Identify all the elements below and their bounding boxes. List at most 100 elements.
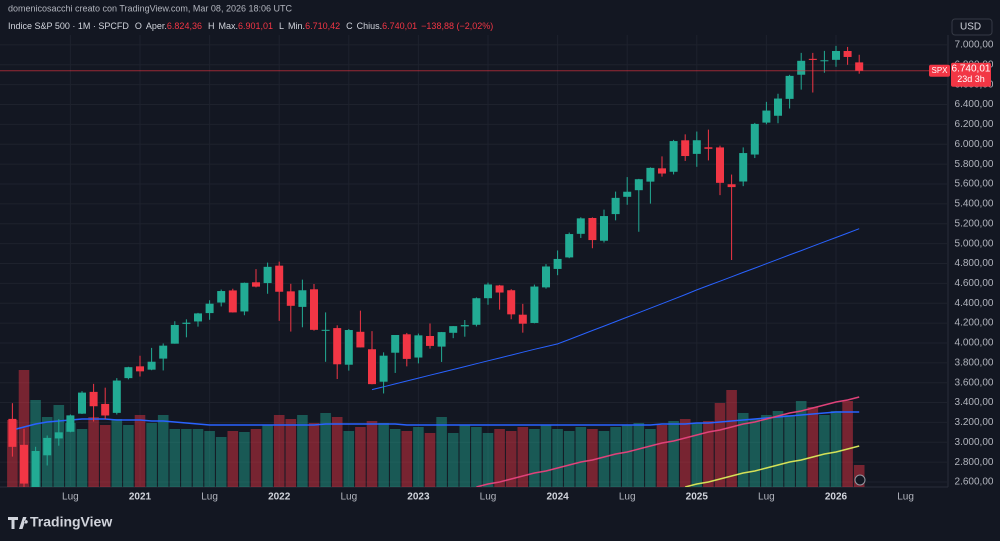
candle-body — [310, 289, 318, 330]
x-tick-label: Lug — [340, 492, 357, 503]
candle-body — [716, 147, 724, 183]
y-tick-label: 4.600,00 — [955, 278, 994, 289]
volume-bar — [621, 425, 633, 487]
candle-body — [368, 349, 376, 385]
candle-body — [588, 217, 597, 241]
candle-body — [54, 432, 63, 439]
candle-body — [101, 403, 110, 416]
y-tick-label: 6.200,00 — [955, 119, 994, 130]
y-tick-label: 4.200,00 — [955, 318, 994, 329]
candle-body — [205, 303, 214, 314]
volume-bar — [250, 429, 262, 487]
volume-pane — [7, 370, 865, 487]
candle-body — [692, 140, 701, 154]
y-tick-label: 3.000,00 — [955, 437, 994, 448]
candle-body — [855, 62, 864, 71]
candle-body — [623, 191, 632, 197]
candle-body — [66, 415, 75, 432]
volume-bar — [830, 411, 842, 487]
volume-bar — [204, 431, 215, 487]
volume-bar — [308, 423, 320, 487]
candle-body — [704, 147, 713, 149]
y-tick-label: 4.000,00 — [955, 338, 994, 349]
x-tick-label: 2026 — [825, 492, 848, 503]
y-tick-label: 5.600,00 — [955, 179, 994, 190]
candle-body — [553, 258, 562, 269]
event-icon — [854, 474, 866, 486]
volume-bar — [366, 421, 378, 487]
volume-bar — [111, 419, 123, 487]
volume-bar — [99, 425, 111, 487]
volume-bar — [714, 403, 726, 487]
volume-bar — [842, 401, 853, 487]
candle-body — [112, 380, 121, 413]
candle-body — [286, 291, 295, 306]
volume-bar — [703, 421, 714, 487]
candle-body — [379, 355, 388, 382]
price-pane — [0, 45, 948, 487]
candle-body — [739, 153, 748, 182]
y-tick-label: 4.400,00 — [955, 298, 994, 309]
candle-body — [298, 290, 307, 307]
volume-bar — [517, 427, 529, 487]
volume-average — [476, 396, 860, 487]
volume-bar — [552, 429, 563, 487]
volume-bar — [273, 415, 285, 487]
volume-bar — [761, 415, 772, 487]
y-tick-label: 3.400,00 — [955, 397, 994, 408]
volume-bar — [378, 423, 389, 487]
volume-bar — [424, 433, 436, 487]
candle-body — [414, 335, 423, 358]
candle-body — [658, 168, 666, 174]
candle-body — [449, 326, 458, 333]
x-tick-label: Lug — [480, 492, 497, 503]
legend-value: 6.901,01 — [238, 21, 273, 31]
legend-value: 6.740,01 — [382, 21, 417, 31]
volume-bar — [679, 419, 691, 487]
volume-bar — [529, 429, 540, 487]
candle-body — [484, 284, 492, 299]
volume-bar — [215, 437, 227, 487]
volume-bar — [181, 429, 192, 487]
candle-body — [321, 329, 330, 331]
candle-body — [460, 325, 469, 327]
candle-body — [8, 418, 17, 447]
candle-body — [530, 286, 539, 323]
legend-field: Min. — [288, 21, 305, 31]
volume-bar — [540, 425, 552, 487]
volume-bar — [262, 425, 273, 487]
y-tick-label: 5.800,00 — [955, 159, 994, 170]
symbol-label: SPX — [931, 66, 948, 75]
volume-bar — [482, 433, 494, 487]
volume-bar — [331, 417, 343, 487]
axes: 2.600,00 2.800,00 3.000,00 3.200,00 3.400,00… — [62, 40, 994, 503]
x-tick-label: Lug — [62, 492, 79, 503]
volume-average — [685, 445, 860, 487]
candle-body — [136, 366, 144, 372]
candle-body — [576, 218, 585, 234]
candle-body — [356, 331, 365, 348]
x-tick-label: 2022 — [268, 492, 291, 503]
x-tick-label: Lug — [201, 492, 218, 503]
candle-body — [600, 216, 608, 241]
y-tick-label: 5.000,00 — [955, 238, 994, 249]
candle-body — [495, 285, 504, 293]
x-tick-label: 2024 — [546, 492, 569, 503]
candle-body — [391, 334, 400, 353]
moving-average — [371, 228, 860, 391]
volume-bar — [123, 425, 134, 487]
candle-body — [228, 290, 237, 313]
volume-bar — [749, 419, 761, 487]
legend-value: 6.824,36 — [167, 21, 202, 31]
candle-body — [240, 282, 249, 312]
legend-value: 6.710,42 — [305, 21, 340, 31]
volume-bar — [471, 427, 482, 487]
volume-bar — [505, 431, 517, 487]
volume-bar — [575, 427, 587, 487]
volume-bar — [88, 417, 99, 487]
legend-key: L — [279, 21, 284, 31]
candle-body — [727, 184, 736, 188]
